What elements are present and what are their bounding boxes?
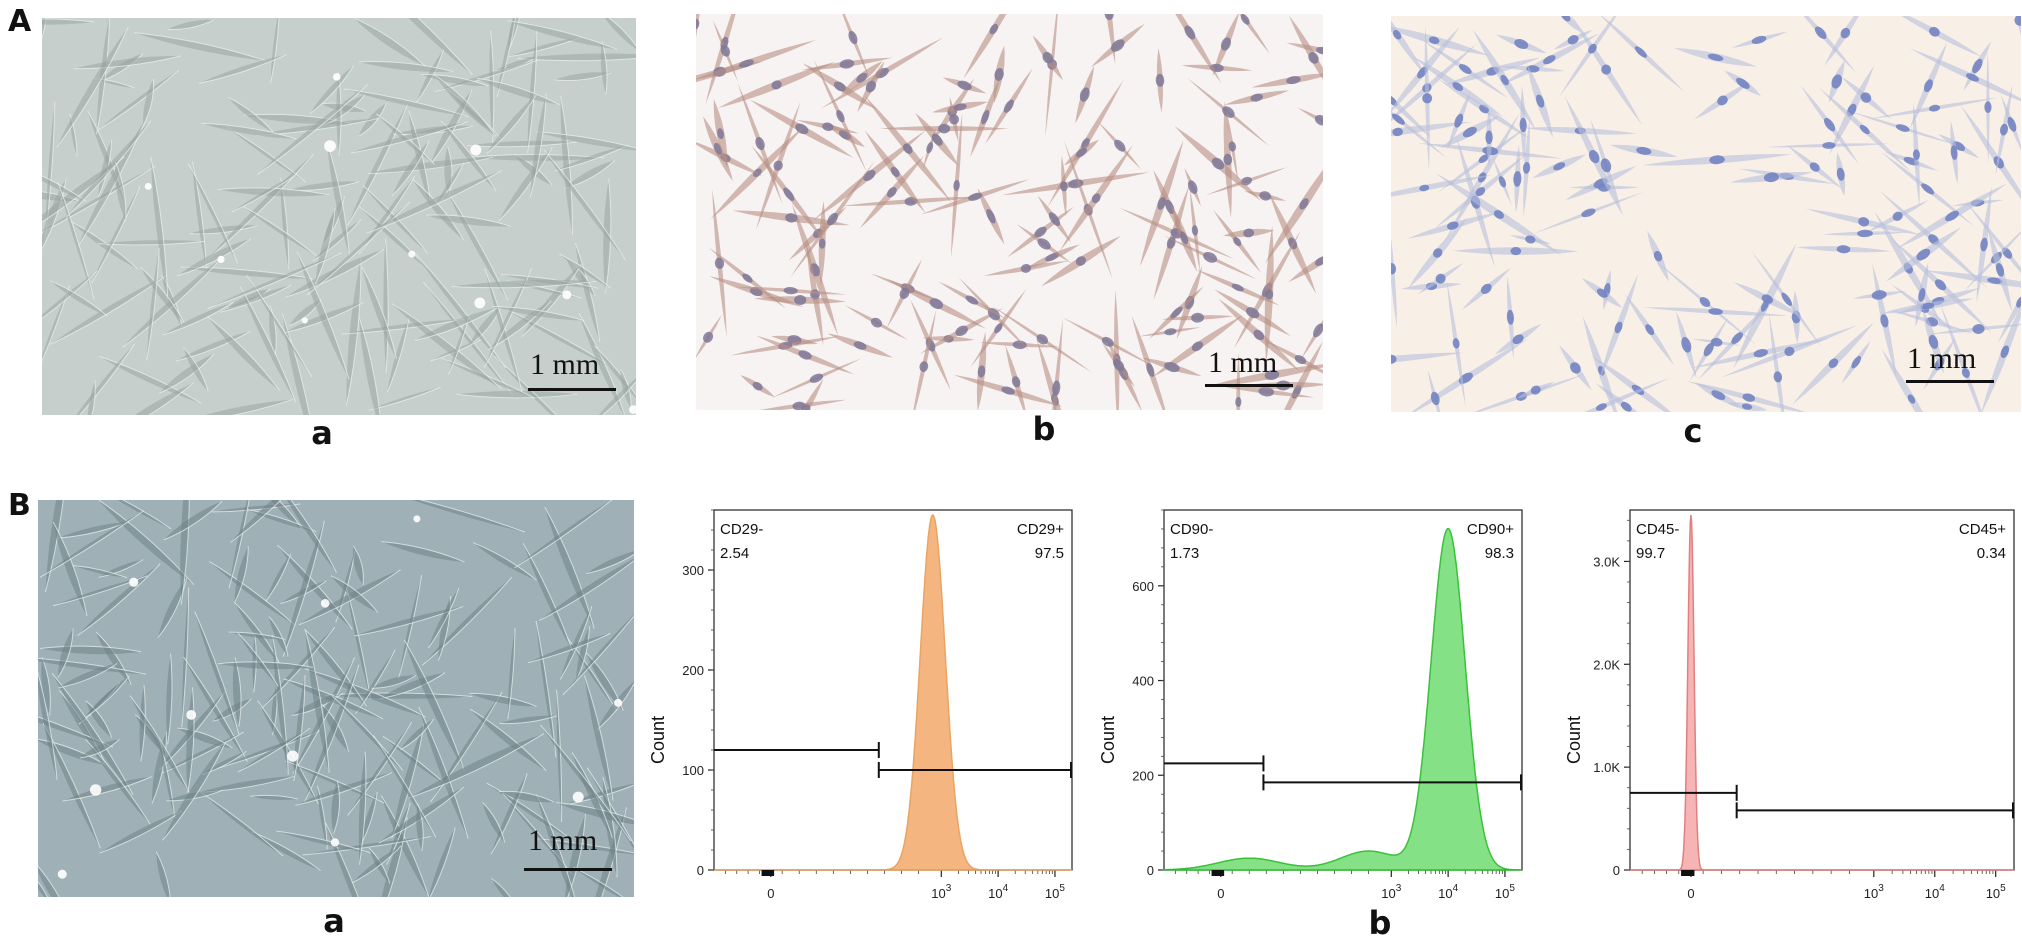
histogram-area: [1630, 515, 2014, 871]
x-tick-label: 103: [1864, 883, 1884, 901]
scale-bar-b: [1205, 384, 1293, 387]
scale-bar-a: [528, 388, 616, 391]
gate-neg-label: CD29-: [720, 521, 763, 538]
gate-neg-label: CD45-: [1636, 521, 1679, 538]
scale-bar-c: [1906, 380, 1994, 383]
gate-pos-value: 0.34: [1977, 545, 2006, 562]
scale-label-b-row: 1 mm: [528, 824, 598, 857]
y-tick-label: 0: [697, 863, 704, 878]
x-tick-label: 0: [767, 886, 774, 901]
y-tick-label: 400: [1132, 674, 1154, 689]
y-tick-label: 600: [1132, 579, 1154, 594]
histogram-area: [1163, 527, 1522, 871]
micrograph-b-phase-contrast: [38, 500, 634, 897]
flow-chart-svg: 0 100 200 300 0 103 104 105 CD29- 2.54 CD29+ 97.5 Co…: [648, 509, 1073, 901]
x-tick-label: 105: [1986, 883, 2006, 901]
y-tick-label: 0: [1613, 863, 1620, 878]
flow-chart-svg: 0 200 400 600 0 103 104 105 CD90- 1.73 CD90+ 98.3 Co…: [1098, 509, 1523, 901]
y-axis-label: Count: [1098, 716, 1118, 764]
panel-letter-a: A: [8, 4, 32, 39]
y-tick-label: 200: [682, 663, 704, 678]
panel-letter-b: B: [8, 488, 31, 523]
flow-chart-svg: 0 1.0K 2.0K 3.0K 0 103 104 105 CD45- 99.7 CD45+ 0.3…: [1564, 509, 2015, 901]
x-tick-label: 0: [1687, 886, 1694, 901]
gate-pos-value: 98.3: [1485, 545, 1514, 562]
gate-pos-label: CD90+: [1467, 521, 1514, 538]
y-tick-label: 0: [1147, 863, 1154, 878]
sublabel-b-bottom: b: [1368, 904, 1392, 942]
x-tick-label: 104: [1438, 883, 1458, 901]
gate-pos-label: CD29+: [1017, 521, 1064, 538]
sublabel-a-bottom: a: [323, 902, 345, 940]
flow-histogram-cd90: 0 200 400 600 0 103 104 105 CD90- 1.73 CD90+ 98.3 Co…: [1090, 500, 1530, 910]
flow-histogram-cd45: 0 1.0K 2.0K 3.0K 0 103 104 105 CD45- 99.7 CD45+ 0.3…: [1552, 500, 2022, 910]
flow-histogram-cd29: 0 100 200 300 0 103 104 105 CD29- 2.54 CD29+ 97.5 Co…: [640, 500, 1080, 910]
gate-pos-label: CD45+: [1959, 521, 2006, 538]
y-axis-label: Count: [648, 716, 668, 764]
gate-neg-value: 1.73: [1170, 545, 1199, 562]
x-tick-label: 103: [1381, 883, 1401, 901]
gate-pos-value: 97.5: [1035, 545, 1064, 562]
y-tick-label: 3.0K: [1593, 554, 1620, 569]
scale-label-a: 1 mm: [530, 348, 600, 381]
gate-neg-value: 2.54: [720, 545, 749, 562]
y-axis-label: Count: [1564, 716, 1584, 764]
sublabel-b-top: b: [1032, 410, 1056, 448]
x-tick-label: 104: [988, 883, 1008, 901]
sublabel-a-top: a: [311, 414, 333, 452]
micrograph-c-ihc-negative: [1391, 16, 2021, 412]
scale-bar-b-row: [524, 868, 612, 871]
y-tick-label: 1.0K: [1593, 760, 1620, 775]
scale-label-b: 1 mm: [1208, 346, 1278, 379]
y-tick-label: 200: [1132, 768, 1154, 783]
micrograph-a-phase-contrast: [42, 18, 636, 415]
x-tick-label: 104: [1925, 883, 1945, 901]
x-tick-label: 105: [1495, 883, 1515, 901]
scale-label-c: 1 mm: [1907, 342, 1977, 375]
x-tick-label: 0: [1217, 886, 1224, 901]
x-tick-label: 103: [931, 883, 951, 901]
gate-neg-label: CD90-: [1170, 521, 1213, 538]
sublabel-c-top: c: [1683, 412, 1703, 450]
micrograph-b-ihc-positive: [696, 14, 1323, 410]
y-tick-label: 300: [682, 563, 704, 578]
gate-neg-value: 99.7: [1636, 545, 1665, 562]
y-tick-label: 2.0K: [1593, 657, 1620, 672]
y-tick-label: 100: [682, 763, 704, 778]
x-tick-label: 105: [1045, 883, 1065, 901]
